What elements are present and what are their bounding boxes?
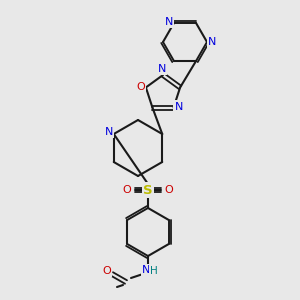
Text: N: N	[208, 37, 216, 47]
Text: N: N	[158, 64, 166, 74]
Text: N: N	[165, 17, 173, 27]
Text: N: N	[174, 102, 183, 112]
Text: O: O	[103, 266, 111, 276]
Text: N: N	[142, 265, 150, 275]
Text: O: O	[123, 185, 131, 195]
Text: O: O	[165, 185, 173, 195]
Text: O: O	[136, 82, 145, 92]
Text: S: S	[143, 184, 153, 196]
Text: N: N	[105, 127, 113, 137]
Text: H: H	[150, 266, 158, 276]
